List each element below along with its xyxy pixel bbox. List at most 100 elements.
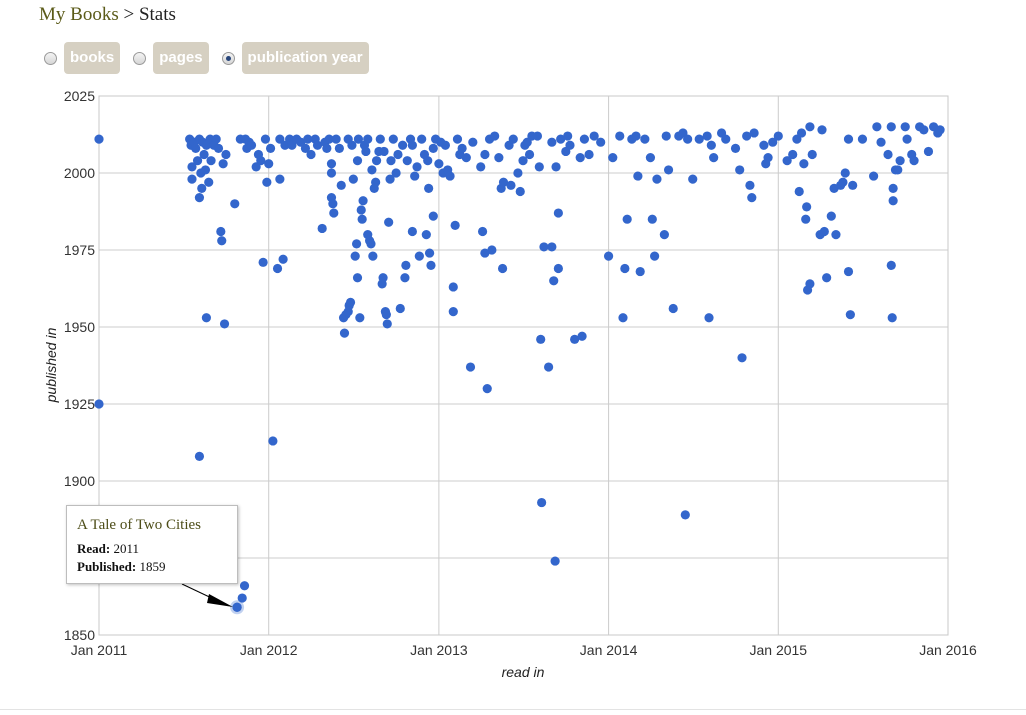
data-point [347, 140, 357, 150]
data-point [194, 451, 205, 461]
x-tick-label: Jan 2011 [71, 642, 128, 658]
data-point [480, 149, 490, 160]
breadcrumb-separator: > [123, 4, 135, 25]
data-point [539, 242, 549, 252]
data-point [371, 156, 382, 166]
pages-radio[interactable] [133, 51, 147, 65]
breadcrumb-my-books-link[interactable]: My Books [39, 4, 119, 25]
data-point [461, 153, 471, 163]
data-point [737, 353, 747, 363]
data-point [260, 134, 271, 144]
data-point [647, 214, 657, 224]
data-point [262, 177, 272, 187]
data-point [575, 153, 585, 163]
data-point [652, 174, 662, 184]
data-point [900, 122, 910, 132]
data-point [603, 251, 614, 261]
data-point [457, 143, 467, 153]
data-point [490, 131, 500, 141]
data-point [407, 140, 417, 150]
data-point [336, 180, 346, 190]
data-point [706, 140, 716, 150]
chart-mode-toggle-group: books pages publication year [44, 42, 382, 74]
y-axis-label: published in [43, 327, 59, 403]
data-point [589, 131, 599, 141]
data-point [763, 153, 773, 163]
data-point [887, 313, 897, 323]
x-tick-label: Jan 2013 [410, 642, 468, 658]
data-point [391, 168, 401, 178]
data-point [620, 263, 630, 274]
data-point [817, 125, 827, 135]
data-point [421, 230, 431, 240]
data-point [635, 266, 645, 277]
data-point [919, 125, 929, 135]
tooltip-published-label: Published: [77, 559, 137, 574]
data-point [822, 273, 832, 283]
books-button[interactable]: books [64, 42, 121, 74]
data-point [356, 205, 366, 215]
data-point [272, 263, 283, 274]
data-point [494, 153, 504, 163]
data-point [788, 149, 798, 160]
plot-area-border [98, 95, 949, 636]
data-point [749, 128, 759, 138]
data-point [417, 134, 427, 144]
data-point [524, 149, 535, 160]
x-tick-label: Jan 2015 [749, 642, 807, 658]
data-point [410, 171, 420, 181]
data-point [886, 260, 896, 270]
data-point [428, 143, 438, 153]
data-point [326, 159, 337, 169]
data-point [799, 159, 809, 169]
data-point [268, 436, 278, 446]
y-tick-label: 1950 [64, 319, 95, 335]
data-point [350, 251, 360, 261]
data-point [807, 149, 817, 160]
data-point [239, 581, 250, 591]
data-point [401, 260, 411, 270]
data-point [553, 208, 563, 218]
data-point [831, 230, 841, 240]
page-bottom-divider [0, 709, 1026, 710]
breadcrumb: My Books > Stats [39, 4, 176, 26]
pages-button[interactable]: pages [153, 42, 209, 74]
data-point [213, 143, 224, 153]
data-point [633, 171, 643, 181]
y-tick-label: 2000 [64, 165, 95, 181]
data-point [843, 134, 854, 144]
data-point [300, 143, 311, 153]
data-point [199, 149, 209, 160]
data-point [219, 319, 230, 329]
data-point [326, 168, 337, 178]
data-point [622, 214, 632, 224]
data-point [547, 242, 557, 252]
data-point [709, 153, 719, 163]
publication-year-radio[interactable] [221, 51, 235, 65]
publication-year-button[interactable]: publication year [241, 42, 369, 74]
data-point [477, 226, 488, 237]
data-point [549, 276, 559, 286]
data-point [256, 156, 266, 166]
highlighted-data-point [232, 602, 242, 612]
data-point [888, 196, 898, 206]
data-point [631, 131, 641, 141]
data-point [414, 251, 424, 261]
data-point [515, 186, 525, 197]
books-radio[interactable] [44, 51, 57, 65]
data-point [498, 177, 509, 187]
data-point [366, 239, 376, 249]
data-point [680, 510, 690, 520]
data-point [211, 134, 221, 144]
data-point [194, 193, 205, 203]
data-point [615, 131, 625, 141]
data-point [805, 279, 815, 289]
data-point [351, 239, 362, 249]
data-point [363, 134, 373, 144]
data-point [382, 319, 392, 329]
data-point [508, 134, 518, 144]
data-point [361, 146, 371, 157]
data-point [375, 134, 385, 144]
data-point [747, 193, 757, 203]
data-point [659, 230, 669, 240]
